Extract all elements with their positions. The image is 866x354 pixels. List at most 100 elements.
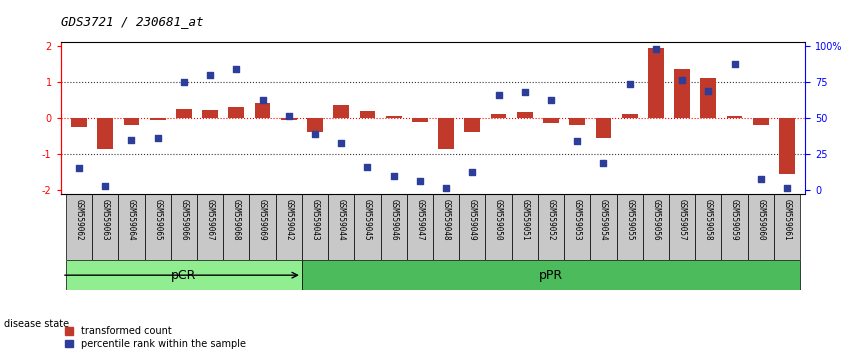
Text: GSM559066: GSM559066 bbox=[179, 199, 189, 240]
Point bbox=[72, 166, 86, 171]
Text: GSM559046: GSM559046 bbox=[389, 199, 398, 240]
Text: GSM559048: GSM559048 bbox=[442, 199, 450, 240]
Text: GSM559059: GSM559059 bbox=[730, 199, 739, 240]
Text: GSM559065: GSM559065 bbox=[153, 199, 162, 240]
FancyBboxPatch shape bbox=[66, 194, 92, 260]
Bar bbox=[71, 118, 87, 127]
Point bbox=[255, 97, 269, 103]
FancyBboxPatch shape bbox=[564, 194, 591, 260]
Text: GDS3721 / 230681_at: GDS3721 / 230681_at bbox=[61, 15, 204, 28]
FancyBboxPatch shape bbox=[302, 194, 328, 260]
FancyBboxPatch shape bbox=[591, 194, 617, 260]
Text: GSM559045: GSM559045 bbox=[363, 199, 372, 240]
Bar bbox=[150, 118, 165, 120]
FancyBboxPatch shape bbox=[407, 194, 433, 260]
Text: GSM559069: GSM559069 bbox=[258, 199, 267, 240]
FancyBboxPatch shape bbox=[119, 194, 145, 260]
Point bbox=[439, 185, 453, 191]
Bar bbox=[307, 118, 323, 132]
FancyBboxPatch shape bbox=[354, 194, 380, 260]
Text: GSM559062: GSM559062 bbox=[74, 199, 83, 240]
Text: disease state: disease state bbox=[4, 319, 69, 329]
Bar bbox=[675, 69, 690, 118]
Text: GSM559067: GSM559067 bbox=[205, 199, 215, 240]
Text: GSM559058: GSM559058 bbox=[704, 199, 713, 240]
Point bbox=[649, 46, 662, 51]
FancyBboxPatch shape bbox=[617, 194, 643, 260]
Text: pPR: pPR bbox=[539, 269, 563, 282]
Bar bbox=[359, 111, 375, 118]
FancyBboxPatch shape bbox=[512, 194, 538, 260]
Bar bbox=[385, 116, 402, 118]
FancyBboxPatch shape bbox=[171, 194, 197, 260]
Bar bbox=[464, 118, 481, 132]
Text: GSM559060: GSM559060 bbox=[756, 199, 766, 240]
FancyBboxPatch shape bbox=[538, 194, 564, 260]
Text: GSM559043: GSM559043 bbox=[311, 199, 320, 240]
Bar bbox=[779, 118, 795, 174]
FancyBboxPatch shape bbox=[92, 194, 119, 260]
Text: GSM559047: GSM559047 bbox=[416, 199, 424, 240]
FancyBboxPatch shape bbox=[66, 260, 302, 290]
Text: GSM559051: GSM559051 bbox=[520, 199, 529, 240]
Point bbox=[701, 88, 715, 94]
Text: GSM559052: GSM559052 bbox=[546, 199, 555, 240]
Bar bbox=[203, 110, 218, 118]
FancyBboxPatch shape bbox=[643, 194, 669, 260]
Bar bbox=[412, 118, 428, 122]
Bar bbox=[255, 103, 270, 118]
FancyBboxPatch shape bbox=[223, 194, 249, 260]
Bar bbox=[648, 48, 663, 118]
FancyBboxPatch shape bbox=[486, 194, 512, 260]
FancyBboxPatch shape bbox=[747, 194, 774, 260]
Point bbox=[177, 79, 191, 85]
Point bbox=[308, 131, 322, 137]
Text: GSM559068: GSM559068 bbox=[232, 199, 241, 240]
Bar bbox=[176, 109, 191, 118]
FancyBboxPatch shape bbox=[380, 194, 407, 260]
Point bbox=[204, 72, 217, 78]
Point bbox=[597, 160, 611, 166]
FancyBboxPatch shape bbox=[433, 194, 459, 260]
FancyBboxPatch shape bbox=[249, 194, 275, 260]
FancyBboxPatch shape bbox=[145, 194, 171, 260]
FancyBboxPatch shape bbox=[328, 194, 354, 260]
Text: GSM559044: GSM559044 bbox=[337, 199, 346, 240]
Point bbox=[544, 97, 558, 103]
FancyBboxPatch shape bbox=[774, 194, 800, 260]
Text: GSM559050: GSM559050 bbox=[494, 199, 503, 240]
Point bbox=[151, 135, 165, 141]
Bar bbox=[491, 114, 507, 118]
Bar bbox=[517, 112, 533, 118]
Bar bbox=[229, 107, 244, 118]
Text: GSM559053: GSM559053 bbox=[572, 199, 582, 240]
Point bbox=[413, 178, 427, 184]
Point bbox=[334, 141, 348, 146]
Point bbox=[125, 137, 139, 142]
FancyBboxPatch shape bbox=[669, 194, 695, 260]
Bar bbox=[333, 105, 349, 118]
Text: GSM559049: GSM559049 bbox=[468, 199, 477, 240]
Bar bbox=[569, 118, 585, 125]
Point bbox=[623, 81, 637, 87]
Point bbox=[492, 92, 506, 97]
Point bbox=[571, 138, 585, 144]
Point bbox=[465, 169, 479, 175]
Bar bbox=[753, 118, 769, 125]
Legend: transformed count, percentile rank within the sample: transformed count, percentile rank withi… bbox=[66, 326, 246, 349]
Point bbox=[229, 67, 243, 72]
Text: pCR: pCR bbox=[171, 269, 197, 282]
Text: GSM559063: GSM559063 bbox=[100, 199, 110, 240]
Bar bbox=[97, 118, 113, 149]
Bar bbox=[701, 79, 716, 118]
FancyBboxPatch shape bbox=[721, 194, 747, 260]
Point bbox=[675, 78, 689, 83]
Text: GSM559057: GSM559057 bbox=[677, 199, 687, 240]
Text: GSM559064: GSM559064 bbox=[127, 199, 136, 240]
Point bbox=[780, 185, 794, 191]
FancyBboxPatch shape bbox=[197, 194, 223, 260]
FancyBboxPatch shape bbox=[695, 194, 721, 260]
Point bbox=[754, 176, 768, 182]
FancyBboxPatch shape bbox=[275, 194, 302, 260]
Bar bbox=[543, 118, 559, 124]
